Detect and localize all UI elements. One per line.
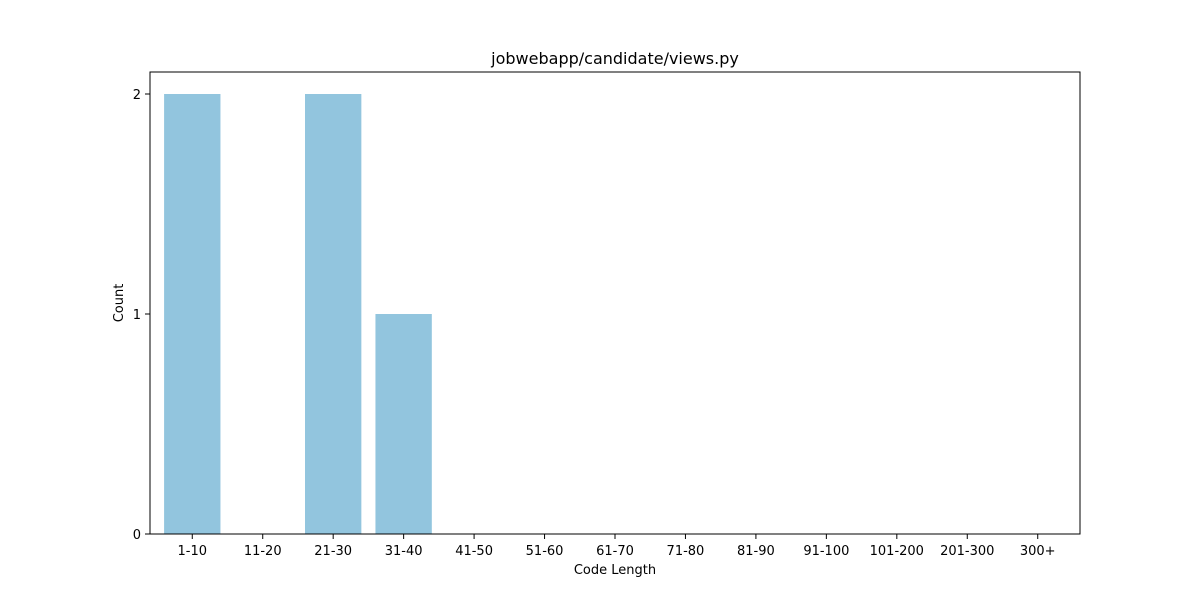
x-tick-label: 81-90 (737, 544, 775, 559)
x-tick-label: 300+ (1020, 544, 1056, 559)
y-axis-label: Count (112, 284, 127, 323)
y-tick-label: 2 (133, 88, 141, 103)
plot-frame (149, 71, 1081, 535)
x-tick-label: 41-50 (455, 544, 493, 559)
x-tick-label: 91-100 (803, 544, 849, 559)
x-tick-label: 11-20 (244, 544, 282, 559)
x-tick-label: 51-60 (526, 544, 564, 559)
x-tick-label: 201-300 (940, 544, 994, 559)
x-axis: 1-10 11-20 21-30 31-40 41-50 51-60 61-70 71-80 8… (178, 534, 1056, 559)
x-tick-label: 71-80 (667, 544, 705, 559)
bar-21-30 (305, 94, 362, 534)
bar-1-10 (164, 94, 221, 534)
x-tick-label: 1-10 (178, 544, 208, 559)
x-tick-label: 21-30 (314, 544, 352, 559)
x-tick-label: 101-200 (870, 544, 924, 559)
x-tick-label: 61-70 (596, 544, 634, 559)
y-tick-label: 1 (133, 308, 141, 323)
bars-layer (164, 94, 432, 534)
chart-title: jobwebapp/candidate/views.py (490, 49, 739, 68)
y-tick-label: 0 (133, 528, 141, 543)
y-axis: 0 1 2 (133, 88, 150, 543)
x-tick-label: 31-40 (385, 544, 423, 559)
bar-31-40 (375, 314, 432, 534)
x-axis-label: Code Length (574, 563, 656, 578)
